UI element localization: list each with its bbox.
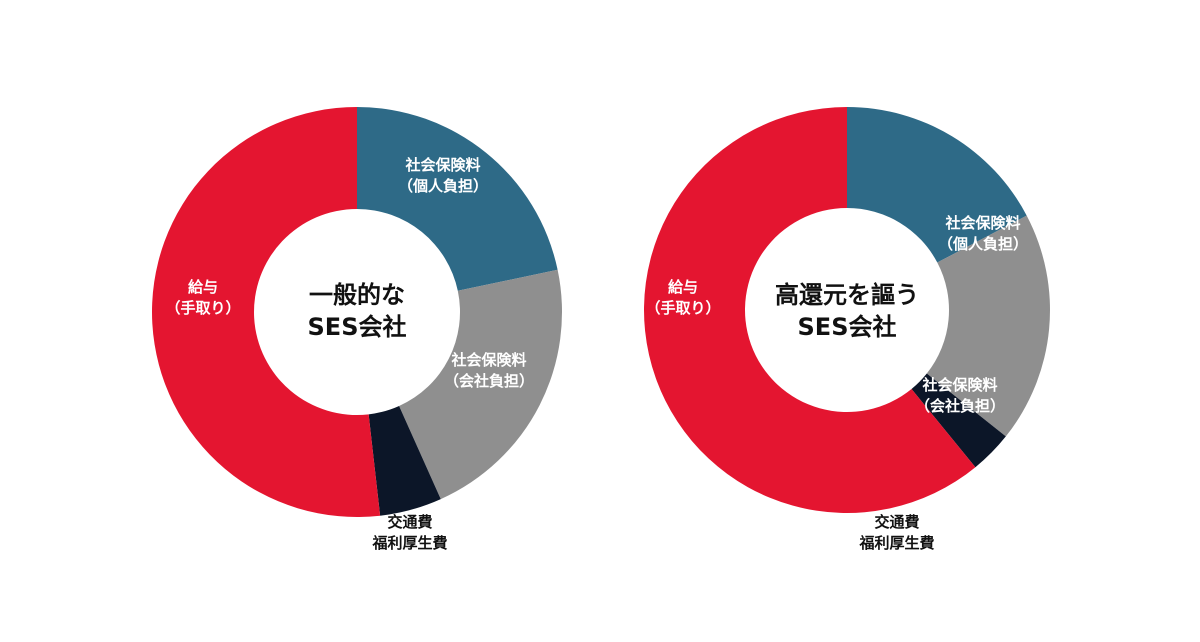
center-label: 高還元を謳う <box>775 281 919 309</box>
slice-label: 社会保険料（個人負担） <box>938 214 1028 253</box>
donut-slice <box>357 107 558 291</box>
donut-slice <box>368 406 441 516</box>
donut-slice <box>644 107 976 513</box>
donut-slice <box>847 107 1027 263</box>
donut-slice <box>151 107 381 517</box>
center-label: SES会社 <box>798 313 897 341</box>
slice-label: 交通費福利厚生費 <box>858 513 934 552</box>
slice-label: 給与（手取り） <box>645 278 720 317</box>
center-label: 一般的な <box>309 281 405 309</box>
center-label: SES会社 <box>308 313 407 341</box>
donut-slice <box>399 269 562 500</box>
slice-label: 給与（手取り） <box>165 278 240 317</box>
donut-chart-1: 社会保険料（個人負担） 社会保険料（会社負担） 交通費福利厚生費 給与（手取り） 一般的… <box>151 107 562 552</box>
slice-label: 社会保険料（会社負担） <box>915 376 1005 415</box>
donut-chart-2: 社会保険料（個人負担） 社会保険料（会社負担） 交通費福利厚生費 給与（手取り） 高還元… <box>644 107 1050 552</box>
slice-label: 社会保険料（会社負担） <box>444 351 534 390</box>
slice-label: 交通費福利厚生費 <box>371 513 447 552</box>
slice-label: 社会保険料（個人負担） <box>398 156 488 195</box>
donut-slice <box>911 373 1006 468</box>
donut-slice <box>926 215 1050 437</box>
